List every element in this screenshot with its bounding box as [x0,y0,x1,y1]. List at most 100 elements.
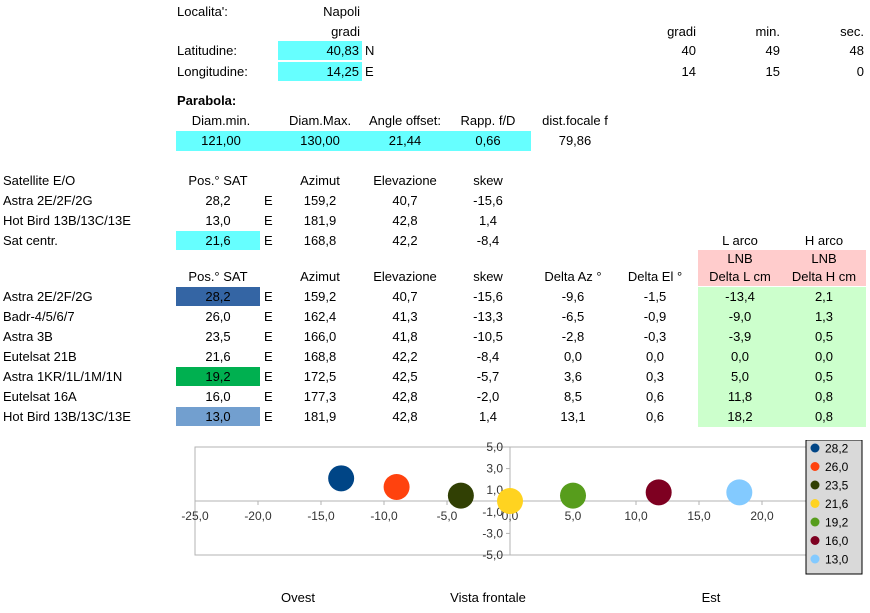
dish-fd-input[interactable]: 0,66 [475,133,501,148]
dish-header-diam-min: Diam.min. [191,113,251,128]
t2-skew: -8,4 [476,349,500,364]
t2-elevation: 42,8 [392,389,418,404]
t1-elevation: 40,7 [392,193,418,208]
caption-east: Est [702,590,721,605]
longitude-input[interactable]: 14,25 [278,62,362,81]
t2-elevation: 41,8 [392,329,418,344]
lnb-header-band [698,250,866,286]
t2-header-delta-l: Delta L cm [709,269,771,284]
t2-delta-l: 5,0 [730,369,750,384]
t1-satellite-name: Astra 2E/2F/2G [3,193,93,208]
x-tick-label: 5,0 [565,509,582,523]
t2-skew: -2,0 [476,389,500,404]
t1-direction: E [264,233,273,248]
dish-offset-input[interactable]: 21,44 [388,133,422,148]
t2-satellite-name: Astra 1KR/1L/1M/1N [3,369,123,384]
longitude-direction: E [365,64,374,79]
t2-header-azimut: Azimut [300,269,340,284]
x-tick-label: -10,0 [370,509,398,523]
data-point [560,482,586,509]
data-point [497,488,523,514]
t2-position: 23,5 [205,329,231,344]
t1-position: 28,2 [205,193,231,208]
legend-label: 23,5 [825,479,849,493]
t2-elevation: 41,3 [392,309,418,324]
lat-degrees: 40 [681,43,696,58]
t2-direction: E [264,309,273,324]
data-point [645,479,672,506]
t1-position[interactable]: 21,6 [176,231,260,250]
t1-header-satellite: Satellite E/O [3,173,76,188]
dish-input-band [176,131,531,151]
t2-delta-h: 0,5 [814,329,834,344]
t2-direction: E [264,289,273,304]
l-lnb-header: LNB [727,251,753,266]
t2-position: 21,6 [205,349,231,364]
t2-header-delta-el: Delta El ° [627,269,683,284]
t2-azimut: 159,2 [303,289,337,304]
t2-header-pos: Pos.° SAT [188,269,248,284]
t1-satellite-name: Sat centr. [3,233,58,248]
t1-header-skew: skew [473,173,503,188]
legend-marker [810,480,820,490]
t2-delta-l: 0,0 [730,349,750,364]
delta-lh-band [698,287,866,427]
t1-azimut: 159,2 [303,193,337,208]
data-point [328,465,355,492]
city-name: Napoli [323,4,360,19]
dish-header-offset: Angle offset: [368,113,442,128]
legend-label: 16,0 [825,534,849,548]
legend-label: 21,6 [825,497,849,511]
lat-minutes: 49 [765,43,780,58]
t2-satellite-name: Astra 2E/2F/2G [3,289,93,304]
t2-delta-l: 18,2 [727,409,753,424]
t2-delta-el: -0,9 [643,309,667,324]
dms-header-degrees: gradi [667,24,696,39]
dms-header-seconds: sec. [840,24,864,39]
t2-direction: E [264,389,273,404]
t2-delta-h: 1,3 [814,309,834,324]
t2-direction: E [264,349,273,364]
t1-direction: E [264,193,273,208]
l-arc-header: L arco [722,233,758,248]
dish-focal-value: 79,86 [558,133,592,148]
t2-elevation: 40,7 [392,289,418,304]
legend-marker [810,499,820,508]
t2-satellite-name: Badr-4/5/6/7 [3,309,75,324]
t1-azimut: 168,8 [303,233,337,248]
h-lnb-header: LNB [811,251,837,266]
t2-azimut: 168,8 [303,349,337,364]
t2-azimut: 166,0 [303,329,337,344]
t1-skew: 1,4 [478,213,498,228]
t2-delta-h: 0,5 [814,369,834,384]
y-tick-label: -1,0 [482,505,503,519]
data-point [726,479,753,506]
latitude-label: Latitudine: [177,43,237,58]
t2-delta-l: 11,8 [727,389,753,404]
t2-delta-az: -2,8 [561,329,585,344]
dish-diam-min-input[interactable]: 121,00 [201,133,241,148]
t2-azimut: 172,5 [303,369,337,384]
h-arc-header: H arco [804,233,844,248]
t2-satellite-name: Eutelsat 16A [3,389,77,404]
t1-elevation: 42,2 [392,233,418,248]
legend-label: 26,0 [825,460,849,474]
t2-direction: E [264,369,273,384]
t2-satellite-name: Astra 3B [3,329,53,344]
degrees-header: gradi [331,24,360,39]
t2-delta-h: 0,8 [814,409,834,424]
t2-delta-az: -9,6 [561,289,585,304]
t1-azimut: 181,9 [303,213,337,228]
x-tick-label: 10,0 [624,509,648,523]
latitude-input[interactable]: 40,83 [278,41,362,60]
dish-header-diam-max: Diam.Max. [288,113,352,128]
t2-delta-l: -3,9 [728,329,752,344]
t2-header-skew: skew [473,269,503,284]
t2-skew: 1,4 [478,409,498,424]
dish-header-focal: dist.focale f [542,113,608,128]
dish-diam-max-input[interactable]: 130,00 [300,133,340,148]
t2-delta-az: 8,5 [563,389,583,404]
legend-marker [810,462,820,471]
t2-delta-el: -1,5 [643,289,667,304]
t2-position: 13,0 [176,407,260,426]
